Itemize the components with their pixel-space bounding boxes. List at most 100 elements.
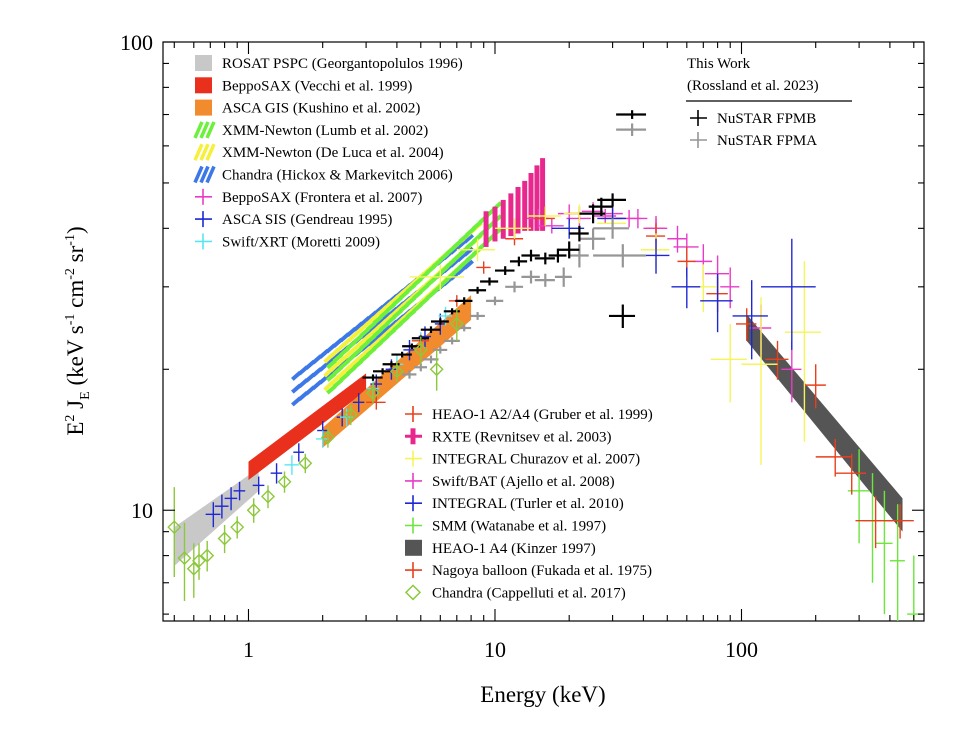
hatch-stroke (372, 340, 384, 351)
legend-entry-integral-churazov-et-al-2007: INTEGRAL Churazov et al. 2007) (405, 450, 640, 468)
hatch-stroke (385, 302, 397, 313)
legend-entry-xmm-newton-lumb-et-al-2002: XMM-Newton (Lumb et al. 2002) (193, 121, 428, 139)
hatch-stroke (365, 334, 377, 345)
hatched-band-xmm-lumb (326, 201, 503, 395)
hatch-stroke (385, 315, 397, 326)
legend-swatch-hatch (205, 121, 216, 139)
legend-entry-smm-watanabe-et-al-1997: SMM (Watanabe et al. 1997) (405, 517, 606, 535)
y-title-e-sup: 2 (63, 415, 78, 422)
y-title-sr: sr (63, 245, 88, 268)
x-axis-title: Energy (keV) (480, 682, 605, 707)
hatch-stroke (463, 233, 474, 244)
hatch-stroke (425, 277, 437, 288)
legend-entry-heao-1-a2-a4-gruber-et-al-1999: HEAO-1 A2/A4 (Gruber et al. 1999) (405, 406, 653, 423)
diamond-marker (277, 474, 292, 489)
y-title-sup-2: -2 (63, 268, 78, 280)
hatch-stroke (339, 359, 350, 370)
legend-swatch-box (195, 99, 212, 116)
band-bepposax-1999 (248, 373, 367, 481)
hatch-stroke (398, 289, 410, 300)
diamond-marker (192, 553, 207, 568)
hatch-stroke (458, 232, 470, 243)
legend-this-work: This Work (Rossland et al. 2023) NuSTAR FP… (686, 56, 852, 149)
hatch-stroke (412, 302, 423, 313)
series-nagoya-balloon-fukada-et-al-1975 (815, 438, 914, 549)
legend-label: INTEGRAL (Turler et al. 2010) (432, 496, 624, 512)
diamond-marker (413, 342, 428, 357)
x-tick-label: 10 (484, 637, 506, 662)
diamond-marker (320, 430, 335, 445)
legend-entry-swift-bat-ajello-et-al-2008: Swift/BAT (Ajello et al. 2008) (405, 472, 615, 490)
legend-label: BeppoSAX (Vecchi et al. 1999) (222, 78, 412, 94)
hatch-stroke (451, 264, 463, 276)
hatch-stroke (438, 251, 450, 262)
plot-frame (162, 41, 925, 622)
hatch-stroke (332, 378, 344, 389)
y-title-j: J (63, 400, 88, 415)
legend-entry-nustar-fpmb: NuSTAR FPMB (690, 110, 816, 127)
hatch-stroke (339, 372, 350, 382)
legend-label: Swift/XRT (Moretti 2009) (222, 234, 380, 250)
x-tick-label: 1 (243, 637, 254, 662)
y-axis-title: E2 JE (keV s-1 cm-2 sr-1) (63, 226, 93, 435)
hatch-stroke (451, 239, 463, 250)
points-layer (167, 110, 921, 621)
hatch-stroke (379, 308, 390, 319)
hatch-stroke (412, 289, 423, 300)
diamond-marker (167, 520, 182, 535)
hatch-stroke (352, 359, 364, 370)
legend-label: RXTE (Revnitsev et al. 2003) (432, 429, 612, 445)
hatch-stroke (458, 258, 470, 269)
ticks-layer: 1 10 100 10 100 (120, 30, 924, 662)
legend-entry-xmm-newton-de-luca-et-al-2004: XMM-Newton (De Luca et al. 2004) (193, 143, 444, 161)
legend-bottom: HEAO-1 A2/A4 (Gruber et al. 1999) RXTE (R… (404, 406, 653, 601)
diamond-marker (200, 548, 215, 563)
hatch-stroke (463, 259, 474, 270)
series-rxte-revnitsev-et-al-2003 (483, 158, 546, 247)
legend-label: HEAO-1 A2/A4 (Gruber et al. 1999) (432, 407, 653, 423)
legend-swatch-hatch (199, 143, 210, 161)
diamond-marker (389, 364, 404, 379)
legend-swatch-hatch (199, 165, 210, 184)
legend-label: INTEGRAL Churazov et al. 2007) (432, 452, 640, 468)
hatch-layer (291, 201, 503, 407)
hatch-stroke (359, 327, 370, 338)
hatch-stroke (352, 333, 364, 344)
series-nustar-fpma (402, 123, 647, 379)
hatch-stroke (425, 264, 437, 275)
diamond-marker (261, 489, 275, 504)
y-title-cm: cm (63, 280, 88, 314)
hatch-stroke (451, 252, 463, 263)
diamond-marker (366, 385, 380, 400)
legend-label: NuSTAR FPMB (717, 111, 816, 127)
hatch-stroke (372, 327, 384, 338)
hatch-stroke (465, 252, 476, 263)
legend-swatch-box (405, 539, 422, 556)
this-work-title-line: (Rossland et al. 2023) (687, 78, 819, 94)
diamond-marker (186, 561, 201, 576)
hatch-stroke (425, 290, 437, 301)
legend-swatch-hatch (193, 121, 204, 139)
legend-entry-asca-gis-kushino-et-al-2002: ASCA GIS (Kushino et al. 2002) (195, 99, 420, 117)
hatch-stroke (359, 353, 370, 364)
hatch-stroke (385, 327, 397, 338)
hatch-stroke (438, 277, 450, 288)
y-title-sup-1: -1 (63, 314, 78, 326)
legend-label: Swift/BAT (Ajello et al. 2008) (432, 474, 615, 490)
hatch-stroke (445, 245, 456, 256)
legend-label: XMM-Newton (De Luca et al. 2004) (222, 145, 444, 161)
hatch-stroke (365, 321, 377, 332)
legend-label: Chandra (Cappelluti et al. 2017) (432, 585, 626, 601)
legend-label: BeppoSAX (Frontera et al. 2007) (222, 190, 422, 206)
hatch-stroke (326, 371, 337, 382)
diamond-marker (343, 407, 358, 422)
hatch-stroke (418, 296, 430, 307)
legend-entry-chandra-hickox-markevitch-2006: Chandra (Hickox & Markevitch 2006) (193, 165, 453, 184)
legend-entry-heao-1-a4-kinzer-1997: HEAO-1 A4 (Kinzer 1997) (405, 539, 596, 557)
series-heao-1-a2-a4-gruber-et-al-1999 (366, 206, 826, 410)
hatch-stroke (379, 334, 390, 345)
hatch-stroke (418, 270, 430, 281)
hatch-stroke (332, 352, 344, 363)
legend-entry-rxte-revnitsev-et-al-2003: RXTE (Revnitsev et al. 2003) (405, 428, 612, 445)
